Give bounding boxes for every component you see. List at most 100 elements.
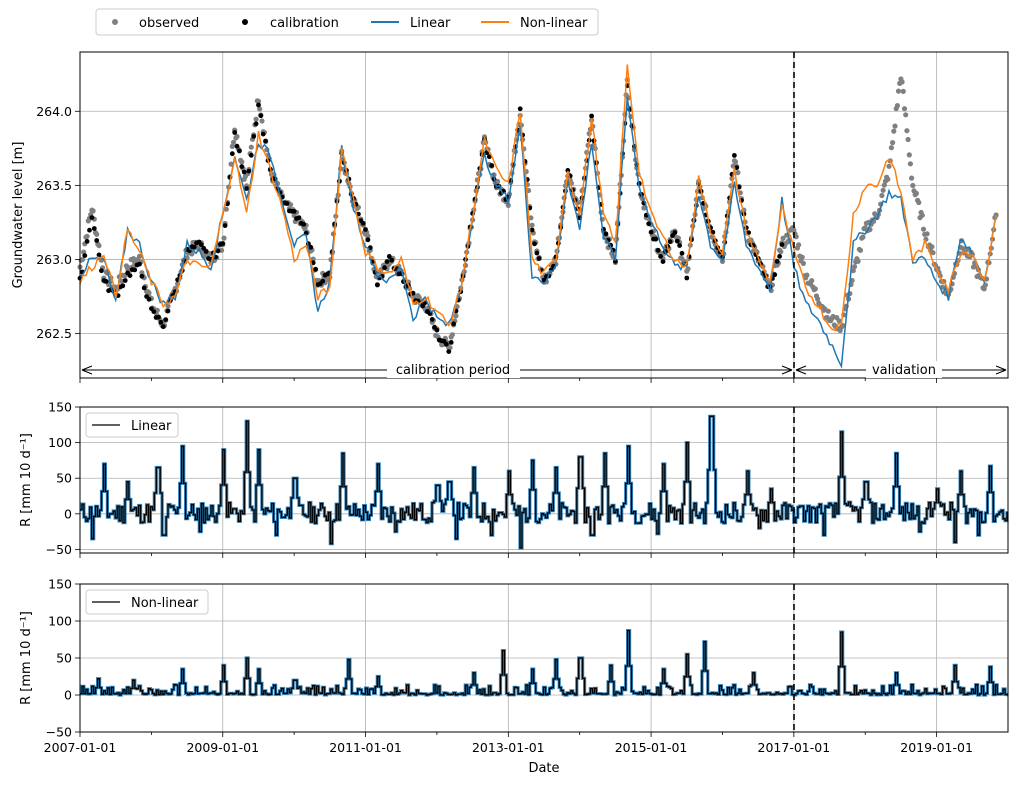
calibration-point	[215, 248, 221, 254]
axes-frame-recharge-linear	[79, 406, 1009, 554]
observed-point	[825, 308, 831, 314]
calibration-point	[87, 227, 92, 233]
calibration-point	[246, 168, 252, 174]
calibration-point	[774, 259, 780, 264]
legend-top: observed calibration Linear Non-linear	[95, 8, 599, 36]
calibration-point	[232, 130, 238, 135]
observed-point	[904, 128, 910, 134]
calibration-point	[239, 164, 245, 170]
y-axis-label-recharge-nonlinear: R [mm 10 d⁻¹]	[19, 611, 34, 705]
calibration-point	[360, 220, 366, 226]
calibration-point	[655, 247, 661, 253]
calibration-point	[532, 241, 537, 247]
observed-point	[94, 231, 100, 237]
calibration-point	[127, 273, 133, 278]
legend-label-observed: observed	[139, 16, 199, 31]
recharge-nonlinear-uncertainty	[80, 629, 1009, 697]
x-tick-label: 2015-01-01	[615, 740, 688, 755]
calibration-point	[234, 143, 240, 149]
calibration-point	[220, 241, 226, 246]
observed-point	[229, 143, 235, 149]
y-tick-label: 0	[64, 506, 72, 521]
calibration-point	[203, 249, 209, 254]
y-tick-label: 150	[48, 577, 72, 592]
calibration-point	[160, 324, 166, 330]
series-observed	[77, 76, 999, 351]
observed-point	[79, 257, 85, 263]
calibration-point	[648, 229, 654, 235]
calibration-point	[99, 268, 104, 274]
y-tick-label: 0	[64, 688, 72, 703]
calibration-point	[734, 165, 740, 171]
observed-point	[857, 247, 864, 253]
y-tick-label: 263.0	[36, 252, 72, 267]
y-tick-label: −50	[46, 542, 72, 557]
calibration-point	[241, 169, 247, 175]
calibration-point	[529, 227, 535, 233]
calibration-point	[667, 239, 673, 245]
validation-period-arrow: validation	[795, 361, 1007, 378]
observed-point	[899, 79, 905, 85]
recharge-nonlinear-line	[80, 629, 1008, 696]
calibration-point	[237, 148, 242, 154]
observed-point	[909, 175, 915, 181]
observed-point	[165, 303, 171, 309]
legend-label-nonlinear: Non-linear	[520, 16, 588, 31]
calibration-point	[244, 186, 250, 191]
x-tick-label: 2011-01-01	[329, 740, 402, 755]
calibration-point	[158, 319, 164, 325]
observed-point	[796, 242, 802, 248]
y-ticks-recharge-nonlinear: −50 0 50 100 150	[46, 577, 80, 740]
observed-point	[800, 260, 807, 266]
calibration-point	[732, 153, 737, 158]
calibration-point	[96, 252, 102, 258]
series-layer-groundwater	[77, 64, 999, 369]
observed-point	[881, 182, 887, 188]
calibration-point	[120, 283, 126, 289]
calibration-point	[517, 106, 523, 112]
observed-point	[529, 222, 535, 228]
observed-point	[685, 266, 691, 272]
calibration-point	[489, 163, 495, 168]
calibration-point	[451, 321, 456, 327]
calibration-point	[779, 242, 785, 248]
legend-label-linear: Linear	[410, 16, 451, 31]
calibration-point	[375, 282, 380, 288]
observed-point	[365, 233, 371, 239]
y-axis-label-recharge-linear: R [mm 10 d⁻¹]	[19, 433, 34, 527]
observed-point	[906, 152, 912, 158]
observed-point	[905, 136, 911, 143]
legend-marker-calibration	[242, 19, 248, 25]
x-tick-label: 2013-01-01	[472, 740, 545, 755]
calibration-point	[146, 296, 152, 302]
observed-point	[248, 144, 254, 150]
legend-label-nonlinear-panel: Non-linear	[131, 596, 199, 611]
calibration-point	[434, 327, 440, 333]
observed-point	[888, 145, 895, 151]
calibration-point	[536, 256, 542, 261]
calibration-point	[94, 238, 100, 243]
calibration-point	[139, 273, 145, 279]
observed-point	[221, 235, 227, 241]
calibration-point	[122, 278, 128, 283]
panel-recharge-nonlinear: −50 0 50 100 150 2007-01-01 2009-01-01 2011-01…	[19, 577, 1009, 776]
calibration-point	[301, 221, 307, 227]
observed-point	[732, 159, 739, 165]
observed-point	[890, 140, 896, 146]
observed-point	[505, 202, 511, 208]
observed-point	[804, 272, 810, 278]
observed-point	[919, 212, 925, 218]
observed-point	[230, 139, 237, 145]
legend-label-linear-panel: Linear	[131, 419, 172, 434]
observed-point	[903, 112, 909, 118]
calibration-point	[263, 138, 268, 144]
observed-point	[310, 256, 316, 262]
calibration-point	[684, 275, 690, 281]
observed-point	[780, 235, 786, 241]
observed-point	[735, 170, 741, 176]
observed-point	[793, 234, 799, 240]
observed-point	[855, 258, 861, 264]
observed-point	[885, 176, 891, 182]
